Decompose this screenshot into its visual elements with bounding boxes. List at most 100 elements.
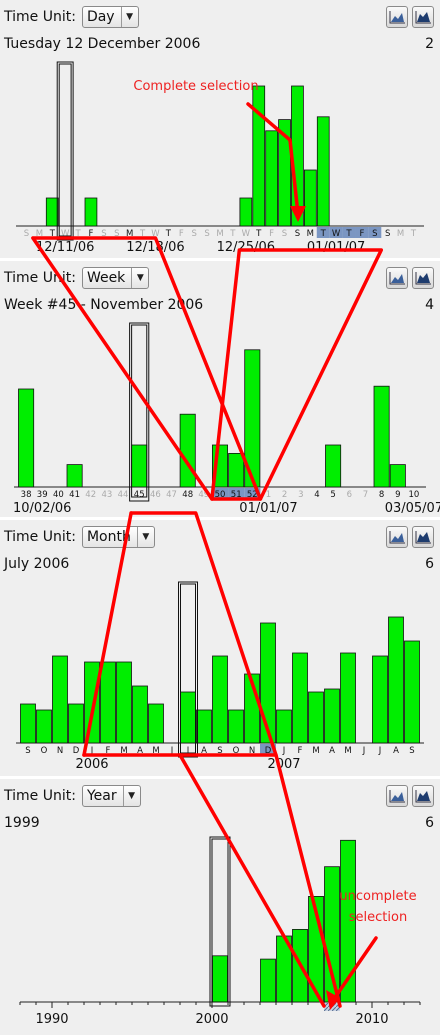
bar-S [404,640,420,744]
tick-label-2: T [49,229,56,239]
bar-S [212,655,228,744]
tick-label-1: 39 [37,490,48,500]
bar-2000 [212,955,228,1003]
selected-tick-bg [324,1003,340,1011]
panel-day: Time Unit: Day ▼ Tuesday 12 December 2006… [0,0,440,258]
tick-label-7: A [137,746,143,756]
tick-label-6: 44 [118,490,129,500]
bar-T [252,85,266,227]
tick-label-16: 2 [282,490,287,500]
bar-F [100,661,116,744]
tick-label-28: S [385,229,390,239]
bar-D [68,703,84,744]
bar-M [116,661,132,744]
tick-label-15: M [216,229,223,239]
tick-label-17: F [298,746,303,756]
area-chart-filled-icon [415,531,431,544]
date-label-2: 12/25/06 [217,240,275,255]
date-label-0: 10/02/06 [13,501,71,516]
date-label-1: 01/01/07 [239,501,297,516]
bar-S [291,85,304,227]
bar-O [228,709,244,744]
chevron-down-icon: ▼ [122,786,140,806]
date-label-0: 12/11/06 [36,240,94,255]
tick-label-12: F [179,229,184,239]
bar-2003 [260,958,276,1003]
area-chart-button[interactable] [386,6,408,28]
area-chart-button[interactable] [386,267,408,289]
tick-label-18: M [312,746,319,756]
day-histogram[interactable]: S M T W T F S S M T W T F S S M T W T F S S M T W T F S S M T12/11/06 1… [0,0,440,258]
week-histogram[interactable]: 38 39 40 41 42 43 44 45 46 47 48 49 50 51 52 1 2 3 4 5 6 7 8 9 1… [0,261,440,517]
tick-label-20: M [344,746,351,756]
tick-label-13: O [233,746,240,756]
area-chart-icon [389,790,405,803]
bar-2004 [276,935,292,1003]
tick-label-16: J [282,746,286,756]
bar-M [148,703,164,744]
bar-F [265,130,279,227]
tick-label-22: M [307,229,314,239]
tick-label-29: M [397,229,404,239]
time-unit-label: Time Unit: [4,9,76,25]
area-chart-filled-button[interactable] [412,785,434,807]
tick-label-2000: 2000 [195,1012,228,1027]
tick-label-12: S [217,746,222,756]
bar-2006 [308,896,324,1003]
tick-label-7: S [114,229,119,239]
bar-38 [18,388,35,488]
selection-count: 4 [425,297,434,313]
area-chart-filled-button[interactable] [412,267,434,289]
tick-label-23: 9 [395,490,400,500]
bar-J [180,691,196,744]
tick-label-25: T [345,229,352,239]
bar-A [196,709,212,744]
tick-label-9: 47 [166,490,177,500]
bar-M [340,652,356,744]
tick-label-4: T [74,229,81,239]
tick-label-21: 7 [363,490,368,500]
bar-J [84,661,100,744]
tick-label-15: D [265,746,272,756]
tick-label-20: 6 [347,490,352,500]
year-histogram[interactable]: 1990 2000 2010 [0,779,440,1035]
time-unit-select[interactable]: Year ▼ [81,785,141,807]
tick-label-8: M [126,229,133,239]
area-chart-filled-button[interactable] [412,526,434,548]
bar-S [278,119,291,227]
tick-label-17: W [242,229,251,239]
bar-A [132,685,148,744]
time-unit-row: Time Unit: Year ▼ [4,785,141,807]
tick-label-10: 48 [182,490,193,500]
tick-label-18: T [255,229,262,239]
time-unit-row: Time Unit: Day ▼ [4,6,139,28]
panel-year: Time Unit: Year ▼ 1999 6 1990 2000 2010 [0,779,440,1035]
bar-F [292,652,308,744]
bar-J [372,655,388,744]
tick-label-5: F [106,746,111,756]
date-label-3: 01/01/07 [307,240,365,255]
tick-label-1: M [36,229,43,239]
tick-label-13: S [191,229,196,239]
tick-label-2: N [57,746,63,756]
date-label-0: 2006 [75,757,108,772]
date-label-2: 03/05/07 [385,501,440,516]
selection-count: 6 [425,815,434,831]
highlight-box-inner [58,63,72,237]
tick-label-5: 43 [101,490,112,500]
bar-45 [131,444,148,488]
tick-label-18: 4 [314,490,319,500]
tick-label-8: M [152,746,159,756]
area-chart-button[interactable] [386,785,408,807]
area-chart-filled-button[interactable] [412,6,434,28]
tick-label-12: 50 [215,490,226,500]
tick-label-19: A [329,746,335,756]
selection-count: 6 [425,556,434,572]
area-chart-icon [389,531,405,544]
area-chart-button[interactable] [386,526,408,548]
bar-A [388,616,404,744]
selected-tick-bg [342,227,356,238]
time-unit-select[interactable]: Day ▼ [81,6,139,28]
tick-label-26: F [359,229,364,239]
